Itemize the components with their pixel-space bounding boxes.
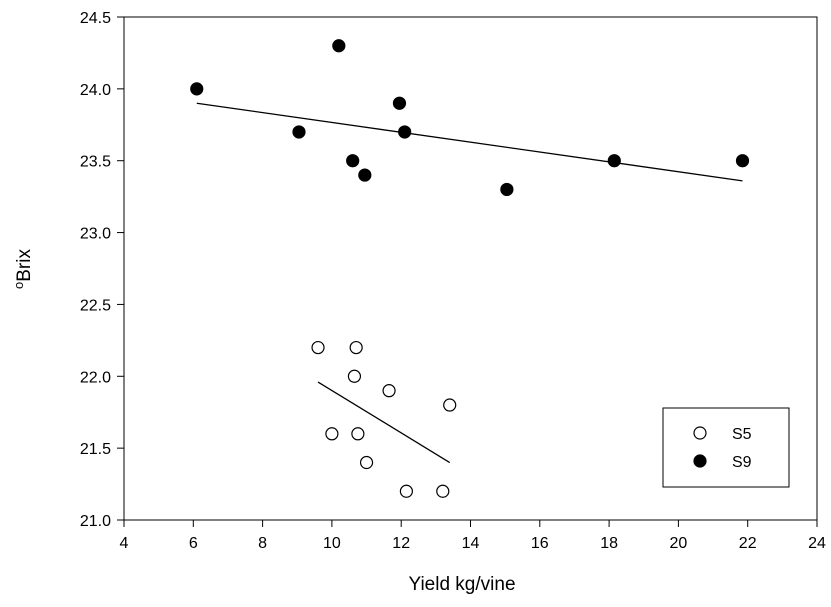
data-point-s5	[436, 484, 450, 498]
x-tick-label: 22	[739, 535, 757, 552]
y-axis-label-text: Brix	[14, 249, 35, 282]
x-tick-label: 18	[600, 535, 618, 552]
x-tick-label: 4	[120, 535, 129, 552]
y-axis-label-superscript: o	[11, 282, 26, 289]
data-point-s5	[382, 384, 396, 398]
x-axis-label: Yield kg/vine	[408, 574, 515, 595]
y-axis-label: oBrix	[11, 249, 35, 289]
y-tick-label: 22.0	[80, 369, 111, 386]
x-tick-label: 8	[258, 535, 267, 552]
y-tick-label: 22.5	[80, 297, 111, 314]
x-tick-label: 6	[189, 535, 198, 552]
y-tick-label: 23.0	[80, 226, 111, 243]
x-tick-label: 12	[392, 535, 410, 552]
x-tick-label: 10	[323, 535, 341, 552]
y-axis: 21.0 21.5 22.0 22.5 23.0 23.5 24.0 24.5	[80, 10, 124, 530]
legend-marker-s9	[693, 454, 707, 468]
legend: S5 S9	[662, 407, 790, 488]
x-axis: 4 6 8 10 12 14 16 18 20 22 24	[120, 520, 826, 552]
data-point-s5	[325, 427, 339, 441]
legend-label-s9: S9	[732, 454, 752, 471]
data-point-s9	[500, 182, 514, 197]
x-tick-label: 16	[531, 535, 549, 552]
data-point-s9	[392, 96, 407, 110]
trendlines	[196, 102, 743, 464]
y-tick-label: 23.5	[80, 154, 111, 171]
data-point-s5	[347, 369, 362, 383]
data-points	[190, 39, 750, 498]
data-point-s9	[398, 125, 412, 139]
data-point-s5	[351, 427, 365, 441]
data-point-s5	[311, 340, 325, 355]
y-tick-label: 21.0	[80, 513, 111, 530]
y-tick-label: 24.0	[80, 82, 111, 99]
data-point-s9	[358, 168, 372, 182]
data-point-s5	[399, 484, 413, 498]
legend-marker-s5	[693, 426, 707, 440]
data-point-s9	[735, 154, 750, 168]
data-point-s5	[443, 398, 457, 412]
data-point-s5	[359, 455, 374, 470]
data-point-s9	[346, 154, 360, 168]
trendline-s9	[196, 102, 743, 182]
legend-box	[662, 407, 790, 488]
x-tick-label: 20	[670, 535, 688, 552]
x-tick-label: 14	[462, 535, 480, 552]
data-point-s9	[190, 82, 204, 96]
trendline-s5	[317, 381, 451, 464]
x-tick-label: 24	[808, 535, 826, 552]
legend-label-s5: S5	[732, 426, 752, 443]
data-point-s9	[332, 39, 346, 53]
data-point-s9	[292, 125, 306, 139]
data-point-s9	[607, 154, 621, 168]
y-tick-label: 24.5	[80, 10, 111, 27]
y-tick-label: 21.5	[80, 441, 111, 458]
data-point-s5	[349, 340, 363, 355]
